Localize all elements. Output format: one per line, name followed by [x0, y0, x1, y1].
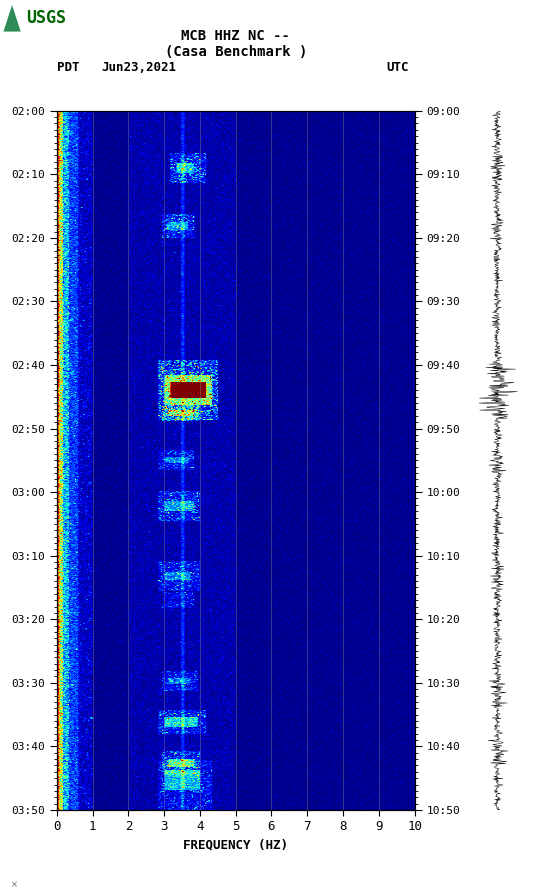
Text: $\times$: $\times$ [10, 880, 18, 889]
Polygon shape [3, 5, 21, 31]
Text: MCB HHZ NC --: MCB HHZ NC -- [181, 29, 290, 43]
Text: Jun23,2021: Jun23,2021 [101, 62, 176, 74]
Text: UTC: UTC [386, 62, 409, 74]
X-axis label: FREQUENCY (HZ): FREQUENCY (HZ) [183, 839, 288, 852]
Text: (Casa Benchmark ): (Casa Benchmark ) [164, 45, 307, 59]
Text: USGS: USGS [26, 9, 66, 28]
Text: PDT: PDT [57, 62, 79, 74]
